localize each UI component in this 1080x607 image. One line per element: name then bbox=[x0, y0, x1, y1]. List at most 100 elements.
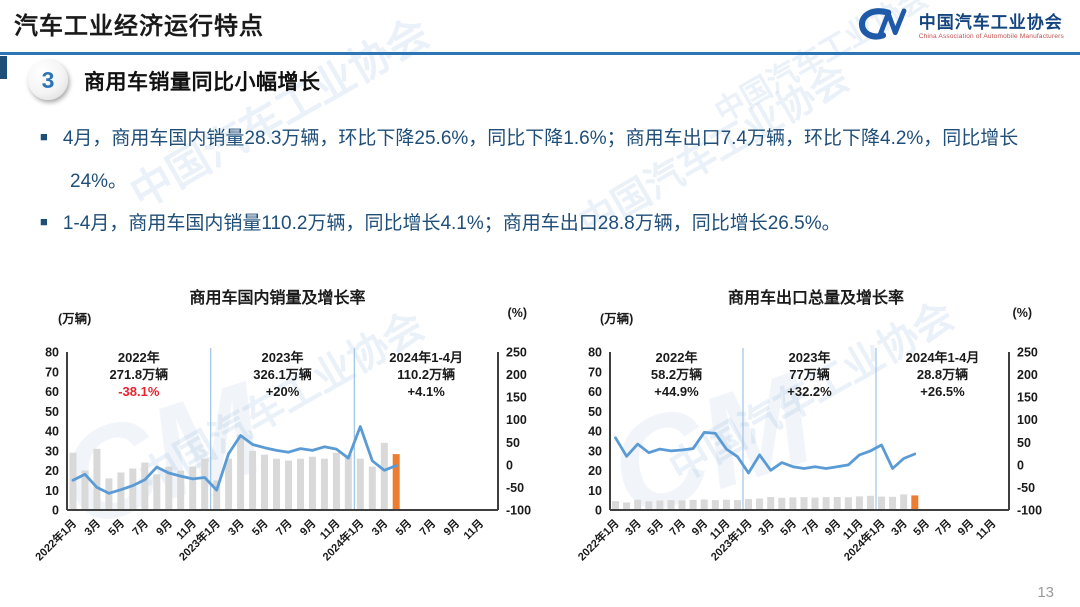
svg-text:-38.1%: -38.1% bbox=[118, 384, 160, 399]
svg-text:50: 50 bbox=[588, 405, 602, 419]
svg-text:0: 0 bbox=[595, 504, 602, 518]
section-number: 3 bbox=[41, 66, 55, 93]
svg-text:2022年1月: 2022年1月 bbox=[32, 516, 79, 563]
svg-text:200: 200 bbox=[506, 368, 527, 382]
left-accent-chip bbox=[0, 56, 7, 79]
svg-text:+4.1%: +4.1% bbox=[408, 384, 446, 399]
svg-text:58.2万辆: 58.2万辆 bbox=[651, 367, 702, 382]
svg-text:50: 50 bbox=[1017, 436, 1031, 450]
svg-text:3月: 3月 bbox=[623, 517, 644, 538]
svg-text:80: 80 bbox=[45, 346, 59, 360]
svg-text:5月: 5月 bbox=[393, 517, 414, 538]
right-axis-unit-label: (%) bbox=[507, 306, 527, 320]
bullet-item: ■ 4月，商用车国内销量28.3万辆，环比下降25.6%，同比下降1.6%；商用车… bbox=[40, 118, 1048, 203]
svg-text:200: 200 bbox=[1017, 368, 1038, 382]
svg-text:5月: 5月 bbox=[645, 517, 666, 538]
export-volume-chart: 80 70 60 50 40 30 20 10 0 250 200 150 100 50 0 -50 -100 2… bbox=[552, 282, 1080, 604]
svg-text:-50: -50 bbox=[1017, 481, 1035, 495]
svg-text:0: 0 bbox=[52, 504, 59, 518]
section-title: 商用车销量同比小幅增长 bbox=[84, 71, 321, 94]
svg-text:250: 250 bbox=[506, 346, 527, 360]
svg-text:7月: 7月 bbox=[273, 517, 294, 538]
svg-text:28.8万辆: 28.8万辆 bbox=[917, 367, 968, 382]
left-axis-unit-label: (万辆) bbox=[600, 312, 634, 326]
svg-text:-100: -100 bbox=[506, 504, 531, 518]
svg-text:10: 10 bbox=[45, 484, 59, 498]
svg-text:271.8万辆: 271.8万辆 bbox=[110, 367, 169, 382]
domestic-sales-chart: 80 70 60 50 40 30 20 10 0 250 200 150 100 50 0 -50 -100 2… bbox=[10, 282, 545, 604]
caam-logo: 中国汽车工业协会 China Association of Automobile… bbox=[855, 6, 1064, 47]
svg-text:0: 0 bbox=[1017, 458, 1024, 472]
section-number-badge: 3 bbox=[28, 60, 68, 100]
svg-text:20: 20 bbox=[588, 464, 602, 478]
svg-text:326.1万辆: 326.1万辆 bbox=[253, 367, 312, 382]
left-axis-unit-label: (万辆) bbox=[58, 312, 92, 326]
svg-text:5月: 5月 bbox=[106, 517, 127, 538]
svg-text:70: 70 bbox=[588, 365, 602, 379]
svg-text:60: 60 bbox=[45, 385, 59, 399]
svg-text:3月: 3月 bbox=[756, 517, 777, 538]
header-divider bbox=[0, 52, 1080, 55]
right-axis-unit-label: (%) bbox=[1012, 306, 1032, 320]
svg-text:-50: -50 bbox=[506, 481, 524, 495]
svg-text:30: 30 bbox=[588, 444, 602, 458]
page-number: 13 bbox=[1037, 584, 1054, 601]
caam-logo-mark-icon bbox=[855, 6, 911, 47]
svg-text:10: 10 bbox=[588, 484, 602, 498]
svg-text:50: 50 bbox=[506, 436, 520, 450]
svg-text:7月: 7月 bbox=[417, 517, 438, 538]
svg-text:2022年: 2022年 bbox=[656, 350, 698, 365]
svg-text:0: 0 bbox=[506, 458, 513, 472]
svg-text:70: 70 bbox=[45, 365, 59, 379]
domestic-sales-chart-canvas: 80706050403020100250200150100500-50-1002… bbox=[32, 346, 531, 564]
svg-text:150: 150 bbox=[506, 391, 527, 405]
svg-text:2024年1-4月: 2024年1-4月 bbox=[906, 350, 980, 365]
svg-text:3月: 3月 bbox=[369, 517, 390, 538]
svg-text:77万辆: 77万辆 bbox=[789, 367, 829, 382]
export-volume-chart-canvas: 80706050403020100250200150100500-50-1002… bbox=[575, 346, 1042, 564]
svg-text:+44.9%: +44.9% bbox=[654, 384, 699, 399]
page-title: 汽车工业经济运行特点 bbox=[14, 13, 264, 40]
bullet-text: 4月，商用车国内销量28.3万辆，环比下降25.6%，同比下降1.6%；商用车出… bbox=[62, 128, 1019, 192]
svg-text:50: 50 bbox=[45, 405, 59, 419]
bullet-item: ■ 1-4月，商用车国内销量110.2万辆，同比增长4.1%；商用车出口28.8万… bbox=[40, 203, 1048, 246]
svg-text:30: 30 bbox=[45, 444, 59, 458]
bullet-text: 1-4月，商用车国内销量110.2万辆，同比增长4.1%；商用车出口28.8万辆… bbox=[62, 213, 841, 234]
svg-text:7月: 7月 bbox=[130, 517, 151, 538]
svg-text:7月: 7月 bbox=[667, 517, 688, 538]
svg-text:2023年: 2023年 bbox=[262, 350, 304, 365]
bullet-square-icon: ■ bbox=[40, 129, 48, 144]
svg-text:9月: 9月 bbox=[441, 517, 462, 538]
svg-text:11月: 11月 bbox=[973, 517, 998, 542]
svg-text:250: 250 bbox=[1017, 346, 1038, 360]
svg-text:5月: 5月 bbox=[911, 517, 932, 538]
svg-text:9月: 9月 bbox=[955, 517, 976, 538]
svg-text:150: 150 bbox=[1017, 391, 1038, 405]
svg-text:100: 100 bbox=[1017, 413, 1038, 427]
svg-text:9月: 9月 bbox=[689, 517, 710, 538]
svg-text:2023年: 2023年 bbox=[789, 350, 831, 365]
bullet-square-icon: ■ bbox=[40, 214, 48, 229]
svg-text:80: 80 bbox=[588, 346, 602, 360]
chart-title: 商用车出口总量及增长率 bbox=[727, 290, 904, 307]
svg-text:9月: 9月 bbox=[822, 517, 843, 538]
svg-text:5月: 5月 bbox=[778, 517, 799, 538]
svg-text:+32.2%: +32.2% bbox=[787, 384, 832, 399]
svg-text:11月: 11月 bbox=[461, 517, 486, 542]
svg-text:9月: 9月 bbox=[154, 517, 175, 538]
chart-title: 商用车国内销量及增长率 bbox=[189, 290, 366, 307]
svg-text:2024年1-4月: 2024年1-4月 bbox=[389, 350, 463, 365]
svg-text:110.2万辆: 110.2万辆 bbox=[397, 367, 455, 382]
svg-text:+26.5%: +26.5% bbox=[920, 384, 965, 399]
svg-text:40: 40 bbox=[45, 425, 59, 439]
svg-text:5月: 5月 bbox=[249, 517, 270, 538]
svg-text:60: 60 bbox=[588, 385, 602, 399]
svg-text:+20%: +20% bbox=[266, 384, 300, 399]
bullet-list: ■ 4月，商用车国内销量28.3万辆，环比下降25.6%，同比下降1.6%；商用车… bbox=[40, 118, 1048, 246]
logo-name-en: China Association of Automobile Manufact… bbox=[918, 32, 1064, 40]
svg-text:100: 100 bbox=[506, 413, 527, 427]
svg-text:2022年1月: 2022年1月 bbox=[575, 516, 622, 563]
svg-text:40: 40 bbox=[588, 425, 602, 439]
logo-name-zh: 中国汽车工业协会 bbox=[918, 12, 1063, 32]
